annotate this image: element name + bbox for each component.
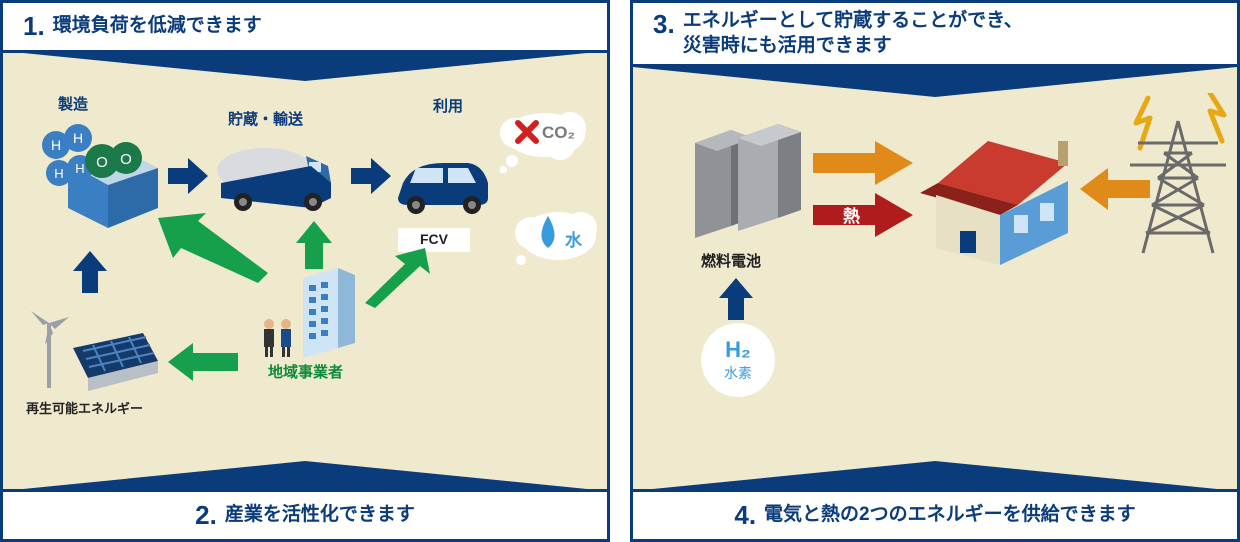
num-4: 4. — [734, 500, 756, 531]
wedge-top-right — [633, 67, 1237, 97]
label-elec-1: 電気 — [838, 150, 872, 175]
h2-label: H₂ — [725, 337, 751, 363]
label-elec-2: 電気 — [1101, 177, 1133, 201]
manufacture-icon: H H H H O O — [28, 113, 158, 238]
arrow-up-h2 — [719, 278, 753, 320]
svg-text:H: H — [75, 161, 84, 176]
infographic: 1. 環境負荷を低減できます 製造 貯蔵・輸送 利用 地域事業者 再生可能エネル… — [0, 0, 1240, 542]
co2-cloud: CO₂ — [500, 103, 600, 178]
arrow-heat — [813, 193, 913, 237]
hydrogen-label: 水素 — [724, 363, 752, 383]
building-icon — [293, 263, 363, 368]
svg-text:H: H — [54, 166, 63, 181]
wedge-bot-left — [3, 461, 607, 491]
arrow-green-2 — [296, 221, 332, 269]
arrow-green-4 — [168, 343, 238, 381]
arrow-nav-1 — [168, 158, 208, 194]
arrow-green-1 — [158, 213, 268, 293]
title-4: 4. 電気と熱の2つのエネルギーを供給できます — [633, 489, 1237, 539]
wedge-bot-right — [633, 461, 1237, 491]
h2-circle: H₂ 水素 — [701, 323, 775, 397]
house-icon — [918, 123, 1088, 278]
canvas-left: 製造 貯蔵・輸送 利用 地域事業者 再生可能エネルギー H H H H O O — [3, 3, 607, 539]
svg-text:O: O — [120, 151, 132, 168]
label-manufacture: 製造 — [58, 93, 88, 114]
arrow-nav-2 — [351, 158, 391, 194]
title-2: 2. 産業を活性化できます — [3, 489, 607, 539]
label-storage-transport: 貯蔵・輸送 — [228, 108, 303, 129]
arrow-nav-up — [73, 251, 107, 293]
people-icon — [258, 316, 298, 366]
panel-left: 1. 環境負荷を低減できます 製造 貯蔵・輸送 利用 地域事業者 再生可能エネル… — [0, 0, 610, 542]
fuelcell-icon — [683, 118, 803, 253]
arrow-green-3 — [365, 248, 435, 308]
svg-text:O: O — [96, 154, 108, 171]
car-icon — [388, 153, 498, 228]
ttl-4: 電気と熱の2つのエネルギーを供給できます — [764, 503, 1136, 528]
label-fuelcell: 燃料電池 — [701, 250, 761, 271]
svg-text:H: H — [73, 130, 83, 146]
num-2: 2. — [195, 500, 217, 531]
label-heat: 熱 — [843, 202, 860, 227]
renewable-icon — [23, 303, 163, 403]
water-cloud: 水 — [513, 198, 603, 275]
label-use: 利用 — [433, 95, 463, 116]
ttl-2: 産業を活性化できます — [225, 503, 415, 528]
panel-right: 3. エネルギーとして貯蔵することができ、 災害時にも活用できます 燃料電池 — [630, 0, 1240, 542]
svg-text:H: H — [51, 137, 61, 153]
wedge-top-left — [3, 51, 607, 81]
